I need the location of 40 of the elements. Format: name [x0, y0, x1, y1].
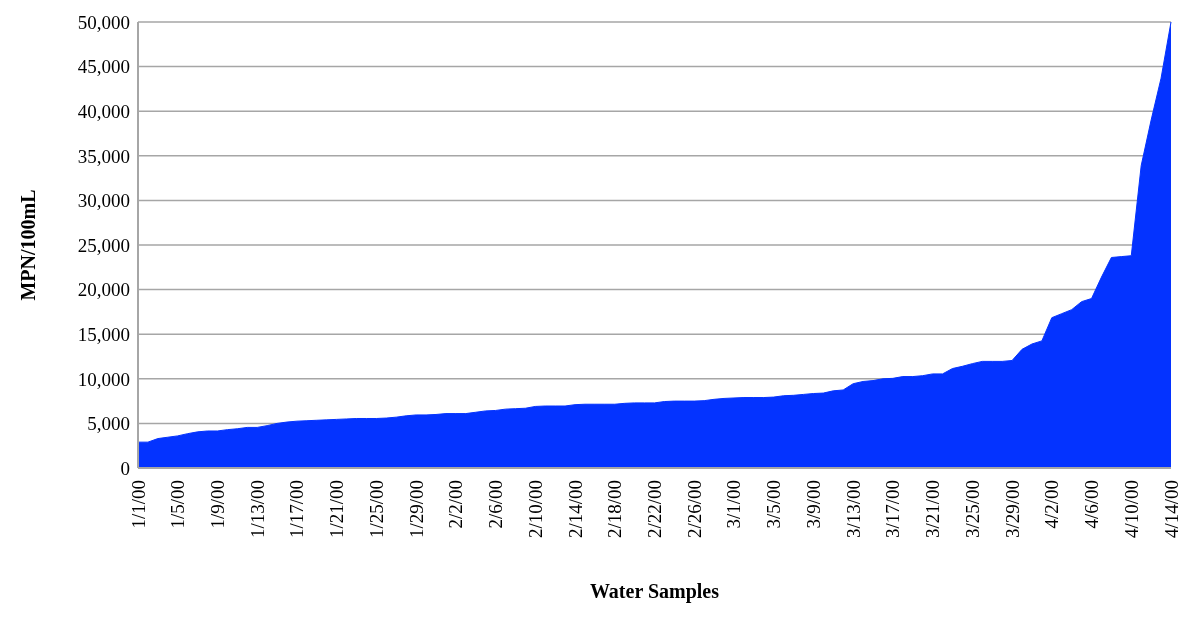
y-tick-label: 0	[120, 457, 130, 479]
x-tick-label: 2/26/00	[683, 480, 705, 539]
x-tick-label: 3/5/00	[763, 480, 785, 529]
x-tick-label: 1/25/00	[365, 480, 387, 539]
x-tick-label: 1/21/00	[326, 480, 348, 539]
y-tick-label: 50,000	[77, 11, 130, 33]
x-tick-label: 4/6/00	[1081, 480, 1103, 529]
x-tick-label: 4/2/00	[1041, 480, 1063, 529]
x-tick-label: 3/21/00	[922, 480, 944, 539]
x-tick-label: 1/1/00	[127, 480, 149, 529]
x-tick-label: 1/9/00	[206, 480, 228, 529]
y-tick-label: 5,000	[87, 413, 130, 435]
x-tick-label: 1/5/00	[167, 480, 189, 529]
x-tick-label: 2/18/00	[604, 480, 626, 539]
y-tick-label: 40,000	[77, 100, 130, 122]
y-tick-label: 35,000	[77, 145, 130, 167]
x-tick-label: 1/13/00	[246, 480, 268, 539]
y-tick-label: 30,000	[77, 190, 130, 212]
y-tick-label: 25,000	[77, 234, 130, 256]
x-tick-label: 4/14/00	[1160, 480, 1182, 539]
x-tick-label: 2/10/00	[524, 480, 546, 539]
x-tick-label: 4/10/00	[1120, 480, 1142, 539]
y-tick-label: 10,000	[77, 368, 130, 390]
x-tick-label: 2/2/00	[445, 480, 467, 529]
x-tick-label: 3/17/00	[882, 480, 904, 539]
y-tick-label: 15,000	[77, 323, 130, 345]
x-tick-label: 1/29/00	[405, 480, 427, 539]
x-axis-title: Water Samples	[589, 580, 720, 603]
x-tick-label: 2/14/00	[564, 480, 586, 539]
x-tick-label: 3/13/00	[842, 480, 864, 539]
x-tick-label: 3/29/00	[1001, 480, 1023, 539]
x-tick-label: 2/6/00	[485, 480, 507, 529]
x-tick-label: 3/1/00	[723, 480, 745, 529]
y-tick-label: 45,000	[77, 56, 130, 78]
y-tick-label: 20,000	[77, 279, 130, 301]
x-tick-label: 3/9/00	[802, 480, 824, 529]
x-tick-label: 2/22/00	[644, 480, 665, 539]
y-axis-title: MPN/100mL	[17, 189, 40, 301]
x-tick-label: 3/25/00	[961, 480, 983, 539]
x-tick-label: 1/17/00	[286, 480, 308, 539]
